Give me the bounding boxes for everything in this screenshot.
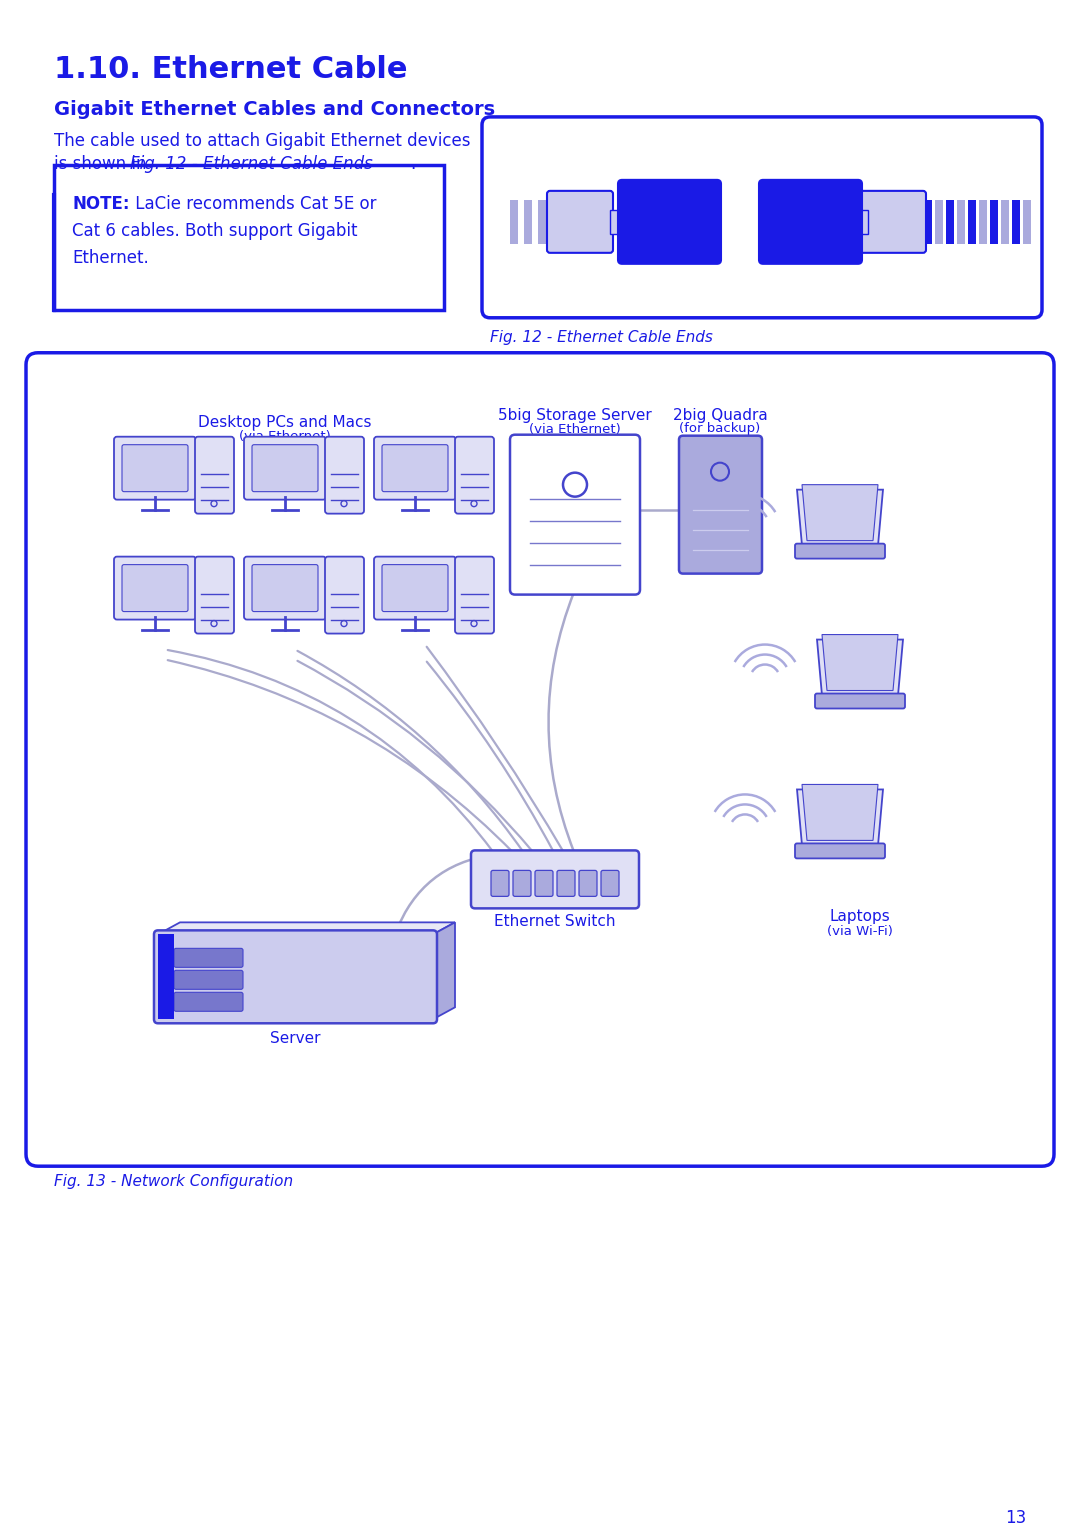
FancyBboxPatch shape xyxy=(374,556,456,619)
FancyBboxPatch shape xyxy=(978,199,987,244)
FancyBboxPatch shape xyxy=(510,199,518,244)
FancyBboxPatch shape xyxy=(382,444,448,492)
Text: (via Ethernet): (via Ethernet) xyxy=(239,429,330,443)
Polygon shape xyxy=(802,484,878,541)
Polygon shape xyxy=(816,639,903,696)
FancyBboxPatch shape xyxy=(924,199,932,244)
Text: .: . xyxy=(410,155,415,173)
FancyBboxPatch shape xyxy=(482,116,1042,317)
FancyBboxPatch shape xyxy=(510,435,640,594)
FancyBboxPatch shape xyxy=(122,565,188,611)
FancyBboxPatch shape xyxy=(471,850,639,908)
Text: Server: Server xyxy=(270,1031,321,1046)
Polygon shape xyxy=(797,789,883,846)
FancyBboxPatch shape xyxy=(252,565,318,611)
Text: Fig. 12 - Ethernet Cable Ends: Fig. 12 - Ethernet Cable Ends xyxy=(130,155,373,173)
Text: (via Wi-Fi): (via Wi-Fi) xyxy=(827,925,893,939)
FancyBboxPatch shape xyxy=(535,870,553,896)
FancyBboxPatch shape xyxy=(815,694,905,708)
FancyBboxPatch shape xyxy=(1001,199,1009,244)
Text: 2big Quadra: 2big Quadra xyxy=(673,408,768,423)
Text: The cable used to attach Gigabit Ethernet devices: The cable used to attach Gigabit Etherne… xyxy=(54,132,471,150)
FancyBboxPatch shape xyxy=(546,192,613,253)
FancyBboxPatch shape xyxy=(856,210,868,234)
FancyBboxPatch shape xyxy=(935,199,943,244)
FancyBboxPatch shape xyxy=(174,993,243,1011)
FancyBboxPatch shape xyxy=(1012,199,1020,244)
Text: Ethernet.: Ethernet. xyxy=(72,248,149,267)
FancyBboxPatch shape xyxy=(252,444,318,492)
FancyBboxPatch shape xyxy=(759,179,862,264)
Text: NOTE:: NOTE: xyxy=(72,195,130,213)
FancyBboxPatch shape xyxy=(244,437,326,499)
FancyBboxPatch shape xyxy=(114,437,195,499)
Text: Desktop PCs and Macs: Desktop PCs and Macs xyxy=(199,415,372,429)
FancyBboxPatch shape xyxy=(610,210,622,234)
FancyBboxPatch shape xyxy=(600,870,619,896)
Polygon shape xyxy=(797,490,883,545)
FancyBboxPatch shape xyxy=(174,948,243,967)
Text: 13: 13 xyxy=(1004,1509,1026,1527)
FancyBboxPatch shape xyxy=(524,199,532,244)
Text: LaCie recommends Cat 5E or: LaCie recommends Cat 5E or xyxy=(130,195,377,213)
FancyBboxPatch shape xyxy=(154,930,437,1023)
FancyBboxPatch shape xyxy=(990,199,998,244)
FancyBboxPatch shape xyxy=(946,199,954,244)
Text: Cat 6 cables. Both support Gigabit: Cat 6 cables. Both support Gigabit xyxy=(72,222,357,241)
FancyBboxPatch shape xyxy=(244,556,326,619)
FancyBboxPatch shape xyxy=(455,556,494,634)
FancyBboxPatch shape xyxy=(122,444,188,492)
FancyBboxPatch shape xyxy=(26,352,1054,1166)
Text: Fig. 13 - Network Configuration: Fig. 13 - Network Configuration xyxy=(54,1174,293,1189)
FancyBboxPatch shape xyxy=(957,199,966,244)
FancyBboxPatch shape xyxy=(579,870,597,896)
FancyBboxPatch shape xyxy=(491,870,509,896)
FancyBboxPatch shape xyxy=(325,556,364,634)
FancyBboxPatch shape xyxy=(325,437,364,513)
FancyBboxPatch shape xyxy=(195,437,234,513)
Text: 1.10. Ethernet Cable: 1.10. Ethernet Cable xyxy=(54,55,407,84)
FancyBboxPatch shape xyxy=(618,179,721,264)
FancyBboxPatch shape xyxy=(679,435,762,573)
FancyBboxPatch shape xyxy=(513,870,531,896)
Polygon shape xyxy=(158,922,455,935)
Polygon shape xyxy=(802,784,878,841)
FancyBboxPatch shape xyxy=(538,199,546,244)
FancyBboxPatch shape xyxy=(174,970,243,990)
Text: is shown in: is shown in xyxy=(54,155,152,173)
Polygon shape xyxy=(822,634,897,691)
FancyBboxPatch shape xyxy=(1023,199,1031,244)
Text: Fig. 12 - Ethernet Cable Ends: Fig. 12 - Ethernet Cable Ends xyxy=(490,329,713,345)
Text: Laptops: Laptops xyxy=(829,910,890,924)
FancyBboxPatch shape xyxy=(795,544,885,559)
FancyBboxPatch shape xyxy=(374,437,456,499)
FancyBboxPatch shape xyxy=(382,565,448,611)
Text: (for backup): (for backup) xyxy=(679,421,760,435)
FancyBboxPatch shape xyxy=(54,165,444,309)
FancyBboxPatch shape xyxy=(557,870,575,896)
FancyBboxPatch shape xyxy=(158,935,174,1019)
FancyBboxPatch shape xyxy=(795,844,885,858)
Text: Ethernet Switch: Ethernet Switch xyxy=(495,915,616,930)
Text: Gigabit Ethernet Cables and Connectors: Gigabit Ethernet Cables and Connectors xyxy=(54,100,495,119)
Text: 5big Storage Server: 5big Storage Server xyxy=(498,408,652,423)
FancyBboxPatch shape xyxy=(114,556,195,619)
FancyBboxPatch shape xyxy=(195,556,234,634)
Text: (via Ethernet): (via Ethernet) xyxy=(529,423,621,435)
FancyBboxPatch shape xyxy=(855,192,926,253)
FancyBboxPatch shape xyxy=(968,199,976,244)
Polygon shape xyxy=(433,922,455,1019)
FancyBboxPatch shape xyxy=(455,437,494,513)
